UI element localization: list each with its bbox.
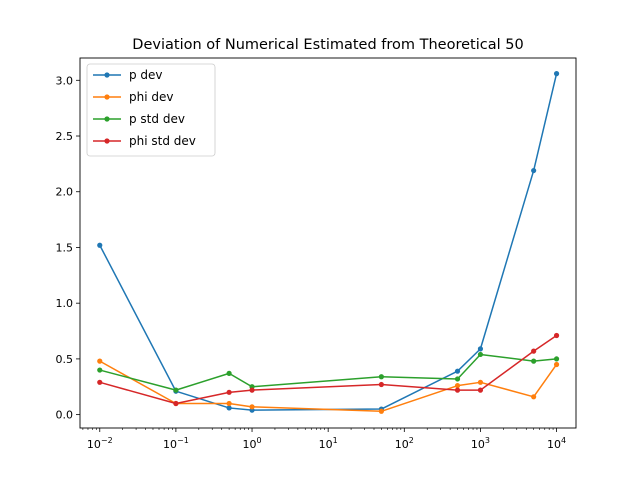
x-tick-label: 101	[319, 436, 338, 451]
y-axis: 0.0 0.5 1.0 1.5 2.0 2.5 3.0	[56, 74, 80, 422]
data-point	[226, 370, 232, 376]
chart-title: Deviation of Numerical Estimated from Th…	[132, 37, 523, 53]
legend-item: phi dev	[93, 90, 173, 104]
x-tick-label: 10−1	[163, 436, 189, 451]
legend-label: p dev	[129, 68, 163, 82]
data-point	[454, 387, 461, 393]
data-point	[173, 387, 179, 393]
legend-box	[86, 63, 216, 157]
data-point	[531, 358, 537, 364]
series-phi-std-dev	[97, 332, 560, 407]
data-point	[226, 400, 232, 407]
y-tick-label: 0.0	[56, 409, 74, 422]
legend-item: phi std dev	[93, 134, 196, 148]
x-tick-label: 10−2	[87, 436, 113, 451]
data-point	[553, 356, 560, 362]
y-tick-label: 2.5	[56, 130, 74, 143]
legend: p dev phi dev p std dev phi std dev	[86, 63, 216, 157]
data-point	[173, 400, 179, 407]
data-point	[531, 394, 537, 400]
data-point	[97, 242, 103, 248]
data-point	[378, 408, 384, 414]
data-point	[97, 379, 103, 385]
y-tick-label: 3.0	[56, 74, 74, 87]
data-point	[477, 379, 484, 385]
data-point	[454, 368, 461, 374]
legend-swatch-marker	[104, 138, 110, 144]
data-point	[97, 358, 103, 364]
data-point	[531, 348, 537, 354]
legend-label: phi dev	[129, 90, 173, 104]
y-tick-label: 1.0	[56, 297, 74, 310]
data-point	[454, 376, 461, 382]
legend-label: phi std dev	[129, 134, 196, 148]
data-point	[477, 346, 484, 352]
x-tick-label: 100	[242, 436, 261, 451]
y-tick-label: 0.5	[56, 353, 74, 366]
data-point	[553, 71, 560, 77]
y-tick-label: 2.0	[56, 186, 74, 199]
x-tick-label: 102	[395, 436, 414, 451]
axes-frame	[79, 57, 577, 429]
data-point	[477, 351, 484, 358]
y-tick-label: 1.5	[56, 241, 74, 254]
data-point	[249, 387, 255, 393]
series-layer	[97, 71, 560, 414]
data-point	[226, 389, 232, 395]
x-axis: 10−2 10−1 100 101 102 103 104	[82, 428, 566, 451]
legend-label: p std dev	[129, 112, 185, 126]
x-tick-label: 103	[471, 436, 490, 451]
data-point	[226, 405, 232, 411]
data-point	[378, 374, 384, 380]
legend-swatch-marker	[104, 72, 110, 78]
data-point	[454, 383, 461, 389]
legend-item: p dev	[93, 68, 163, 82]
data-point	[553, 361, 560, 368]
legend-item: p std dev	[93, 112, 185, 126]
x-tick-label: 104	[547, 436, 566, 451]
data-point	[249, 404, 255, 410]
data-point	[378, 381, 384, 388]
legend-swatch-marker	[104, 94, 110, 100]
data-point	[97, 367, 103, 373]
data-point	[477, 387, 484, 393]
legend-swatch-marker	[104, 116, 110, 122]
data-point	[553, 332, 560, 339]
series-phi-dev	[97, 358, 560, 414]
data-point	[531, 167, 537, 174]
